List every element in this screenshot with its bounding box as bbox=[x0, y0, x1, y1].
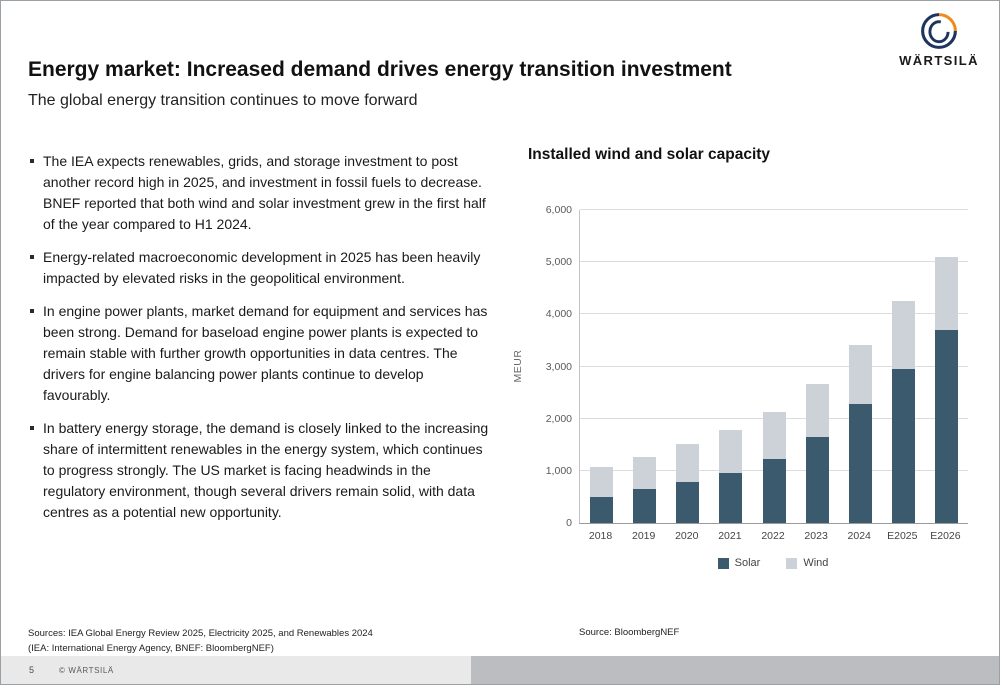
footer-bar: 5 © WÄRTSILÄ bbox=[1, 656, 999, 684]
logo-wordmark: WÄRTSILÄ bbox=[899, 53, 979, 68]
bar-segment-solar bbox=[719, 472, 743, 523]
gridline bbox=[580, 313, 968, 315]
legend-item-solar: Solar bbox=[717, 557, 761, 569]
bar-segment-wind bbox=[762, 411, 786, 459]
wartsila-logo: WÄRTSILÄ bbox=[891, 11, 987, 68]
y-tick-label: 2,000 bbox=[545, 412, 572, 425]
x-tick-label: 2019 bbox=[631, 530, 656, 542]
x-tick-label: 2022 bbox=[761, 530, 785, 542]
page-number: 5 bbox=[29, 665, 35, 675]
bullet-item: Energy-related macroeconomic development… bbox=[28, 247, 492, 289]
legend-label: Solar bbox=[734, 557, 761, 569]
sources-line-2: (IEA: International Energy Agency, BNEF:… bbox=[28, 642, 274, 654]
bar-E2026 bbox=[934, 256, 958, 523]
chart-title: Installed wind and solar capacity bbox=[528, 146, 771, 163]
bullet-item: In battery energy storage, the demand is… bbox=[28, 418, 492, 523]
y-tick-label: 4,000 bbox=[545, 308, 572, 321]
y-tick-label: 3,000 bbox=[545, 360, 572, 373]
bar-segment-wind bbox=[805, 383, 829, 437]
bar-segment-solar bbox=[590, 496, 614, 523]
y-tick-label: 1,000 bbox=[545, 464, 572, 477]
y-tick-label: 0 bbox=[566, 517, 572, 529]
x-tick-label: 2018 bbox=[588, 530, 613, 542]
bar-segment-solar bbox=[934, 329, 958, 523]
slide-subtitle: The global energy transition continues t… bbox=[28, 92, 418, 109]
gridline bbox=[580, 365, 968, 367]
wartsila-logo-icon bbox=[921, 13, 957, 49]
y-axis-label: MEUR bbox=[512, 349, 524, 383]
legend-item-wind: Wind bbox=[786, 557, 828, 569]
bar-segment-wind bbox=[590, 466, 614, 497]
bar-segment-solar bbox=[891, 369, 915, 523]
y-tick-label: 6,000 bbox=[545, 204, 572, 216]
bar-2024 bbox=[848, 345, 872, 523]
bar-2021 bbox=[719, 429, 743, 523]
bar-segment-wind bbox=[676, 444, 700, 483]
chart-legend: Solar Wind bbox=[579, 557, 967, 569]
bar-segment-solar bbox=[676, 482, 700, 523]
x-tick-label: E2026 bbox=[930, 530, 961, 542]
bar-segment-wind bbox=[891, 301, 915, 370]
gridline bbox=[580, 261, 968, 263]
bullet-item: In engine power plants, market demand fo… bbox=[28, 301, 492, 406]
bar-2023 bbox=[805, 383, 829, 523]
chart-source: Source: BloombergNEF bbox=[579, 627, 680, 638]
bar-segment-wind bbox=[719, 429, 743, 473]
bullet-item: The IEA expects renewables, grids, and s… bbox=[28, 151, 492, 235]
y-tick-label: 5,000 bbox=[545, 256, 572, 269]
x-tick-label: 2020 bbox=[675, 530, 699, 542]
bar-segment-wind bbox=[848, 345, 872, 405]
x-tick-label: 2024 bbox=[847, 530, 871, 542]
bar-E2025 bbox=[891, 301, 915, 523]
bar-2020 bbox=[676, 444, 700, 523]
bar-segment-solar bbox=[633, 489, 657, 523]
bar-segment-solar bbox=[848, 404, 872, 523]
sources-note: Sources: IEA Global Energy Review 2025, … bbox=[28, 627, 373, 656]
footer-copyright: © WÄRTSILÄ bbox=[59, 666, 114, 675]
legend-swatch-solar bbox=[717, 557, 729, 569]
bar-segment-solar bbox=[762, 458, 786, 523]
bar-2019 bbox=[633, 456, 657, 523]
footer-accent-strip bbox=[471, 656, 999, 684]
plot-region bbox=[579, 209, 968, 524]
sources-line-1: Sources: IEA Global Energy Review 2025, … bbox=[28, 628, 373, 639]
x-tick-label: 2023 bbox=[804, 530, 828, 542]
bar-segment-wind bbox=[934, 256, 958, 330]
bullet-list: The IEA expects renewables, grids, and s… bbox=[28, 151, 492, 535]
legend-swatch-wind bbox=[786, 557, 798, 569]
bar-2022 bbox=[762, 411, 786, 523]
x-tick-label: 2021 bbox=[718, 530, 742, 542]
slide-title: Energy market: Increased demand drives e… bbox=[28, 58, 732, 81]
bar-segment-wind bbox=[633, 456, 657, 490]
chart-plot-area: MEUR Solar Wind 0 1,000 2,000 3,000 4,000 5,00… bbox=[512, 195, 978, 585]
legend-label: Wind bbox=[803, 557, 829, 569]
bar-2018 bbox=[590, 466, 614, 523]
x-tick-label: E2025 bbox=[887, 530, 918, 542]
gridline bbox=[580, 209, 968, 210]
bar-segment-solar bbox=[805, 436, 829, 523]
capacity-chart: Installed wind and solar capacity MEUR S… bbox=[512, 146, 978, 638]
